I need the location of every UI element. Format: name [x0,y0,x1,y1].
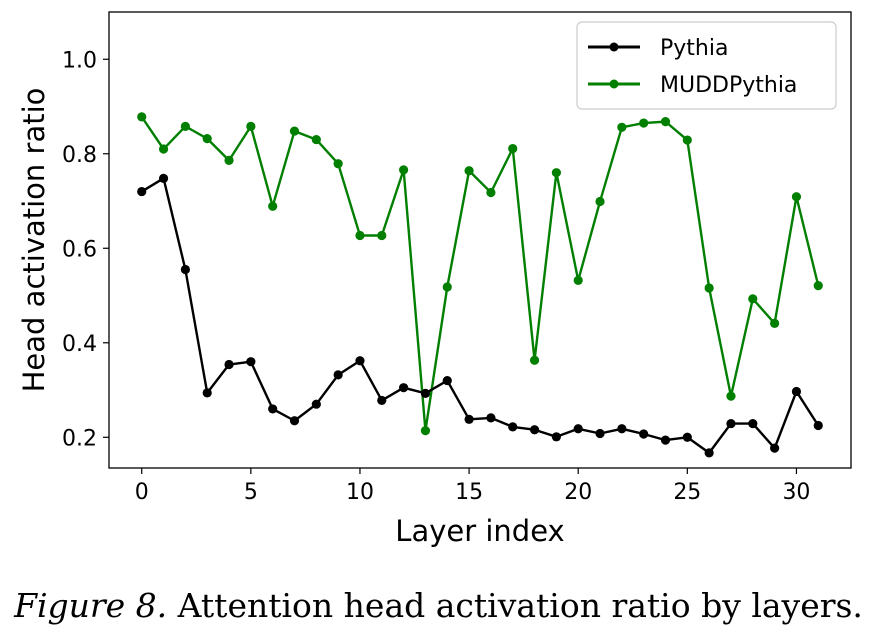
data-point-muddpythia [770,318,780,329]
data-point-muddpythia [595,196,605,207]
y-tick-label: 1.0 [62,48,97,73]
data-point-muddpythia [377,230,387,241]
data-point-pythia [791,386,802,397]
data-point-pythia [529,425,540,435]
y-axis: 0.2 0.4 0.6 0.8 1.0 [62,48,109,451]
data-point-muddpythia [442,282,452,292]
data-point-pythia [355,356,365,366]
data-point-muddpythia [137,112,147,122]
x-tick-label: 25 [673,480,701,505]
data-point-muddpythia [289,126,300,136]
figure-label: Figure 8. [14,586,168,625]
data-point-muddpythia [246,121,256,131]
legend-frame [576,21,837,110]
x-tick-label: 10 [346,480,374,505]
data-point-pythia [377,395,387,406]
caption-text: Attention head activation ratio by layer… [177,586,863,625]
data-point-pythia [420,388,431,398]
data-point-pythia [617,424,627,434]
data-point-pythia [726,418,736,429]
data-point-pythia [224,359,234,370]
data-point-pythia [268,404,278,414]
data-point-muddpythia [420,426,431,436]
data-point-pythia [246,357,256,367]
x-tick-label: 20 [564,480,592,505]
data-point-muddpythia [639,118,649,128]
data-point-muddpythia [508,143,518,154]
data-point-muddpythia [355,230,365,241]
data-point-muddpythia [202,134,212,144]
data-point-pythia [158,173,169,183]
y-tick-label: 0.4 [62,332,97,357]
y-tick-label: 0.2 [62,426,97,451]
y-tick-label: 0.6 [62,237,97,262]
data-point-pythia [660,435,671,445]
data-point-muddpythia [333,159,343,169]
x-tick-label: 15 [455,480,483,505]
data-point-muddpythia [748,294,758,304]
x-tick-label: 0 [135,480,149,505]
data-point-muddpythia [486,187,496,198]
x-tick-label: 30 [782,480,810,505]
series-pythia [137,173,823,458]
data-point-pythia [704,448,714,458]
data-point-muddpythia [617,122,627,132]
data-point-pythia [399,383,409,393]
data-point-muddpythia [529,355,540,365]
y-axis-label: Head activation ratio [17,88,51,393]
x-tick-label: 5 [244,480,258,505]
data-point-pythia [464,414,474,424]
data-point-muddpythia [464,166,474,176]
legend-label-pythia: Pythia [660,36,728,61]
series-layer [137,112,823,458]
data-point-pythia [202,388,212,398]
data-point-muddpythia [268,201,278,211]
data-point-pythia [551,432,561,442]
data-point-muddpythia [791,192,802,202]
series-line-pythia [141,177,820,455]
data-point-pythia [813,420,823,431]
data-point-muddpythia [158,144,169,154]
data-point-pythia [333,370,343,380]
data-point-pythia [311,399,321,409]
line-chart: 0 5 10 15 20 25 30 0.2 0.4 0.6 0.8 1.0 Layer index… [17,11,852,548]
data-point-muddpythia [704,283,714,293]
data-point-muddpythia [551,168,561,178]
data-point-pythia [442,375,452,386]
legend-marker-muddpythia [609,79,619,89]
data-point-pythia [486,413,496,423]
data-point-muddpythia [224,155,234,165]
plot-frame [108,11,852,469]
data-point-muddpythia [682,135,692,145]
data-point-pythia [508,422,518,432]
data-point-muddpythia [311,134,321,145]
x-axis: 0 5 10 15 20 25 30 [135,468,810,505]
data-point-muddpythia [399,165,409,175]
data-point-muddpythia [813,281,823,291]
data-point-muddpythia [573,275,583,286]
data-point-muddpythia [660,117,671,127]
legend: Pythia MUDDPythia [576,21,837,110]
legend-label-muddpythia: MUDDPythia [660,73,797,98]
series-muddpythia [137,112,823,436]
legend-marker-pythia [609,42,619,52]
data-point-pythia [770,443,780,453]
data-point-pythia [289,416,300,426]
data-point-pythia [595,428,605,439]
data-point-pythia [137,186,147,197]
x-axis-label: Layer index [395,514,564,548]
data-point-pythia [748,418,758,429]
y-tick-label: 0.8 [62,143,97,168]
figure-caption: Figure 8. Attention head activation rati… [0,586,877,625]
data-point-muddpythia [180,121,190,131]
data-point-pythia [682,432,692,442]
series-line-muddpythia [140,116,820,432]
data-point-pythia [639,429,649,439]
data-point-muddpythia [726,391,736,401]
data-point-pythia [573,424,583,434]
data-point-pythia [180,264,190,275]
